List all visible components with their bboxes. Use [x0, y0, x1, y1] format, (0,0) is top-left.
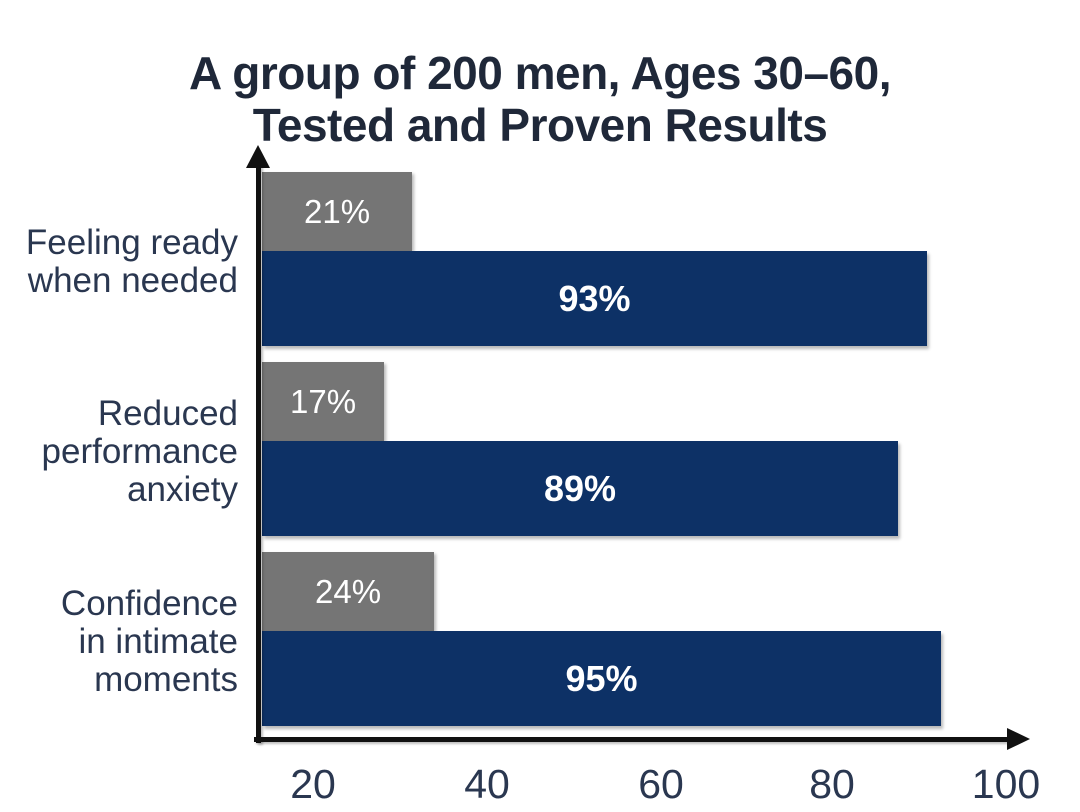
- chart-title-line-1: A group of 200 men, Ages 30–60,: [189, 46, 892, 99]
- category-label-performance-anxiety: Reduced performance anxiety: [41, 394, 238, 510]
- bar-value-label: 17%: [289, 382, 357, 420]
- bar-value-label: 95%: [565, 657, 638, 699]
- y-axis-line: [256, 160, 261, 743]
- bar-result-confidence: 95%: [262, 631, 941, 726]
- x-axis-line: [254, 737, 1010, 742]
- x-tick-100: 100: [971, 761, 1041, 807]
- bar-result-performance-anxiety: 89%: [262, 441, 898, 536]
- bar-baseline-performance-anxiety: 17%: [262, 362, 384, 441]
- x-tick-20: 20: [290, 761, 336, 807]
- bar-value-label: 21%: [303, 192, 371, 230]
- x-tick-60: 60: [638, 761, 684, 807]
- y-axis-arrowhead-icon: [246, 145, 270, 168]
- chart-title: A group of 200 men, Ages 30–60, Tested a…: [0, 47, 1080, 152]
- x-tick-40: 40: [464, 761, 510, 807]
- bar-baseline-confidence: 24%: [262, 552, 434, 631]
- chart-title-line-2: Tested and Proven Results: [252, 99, 828, 152]
- bar-value-label: 89%: [543, 467, 617, 509]
- x-axis-arrowhead-icon: [1007, 728, 1030, 750]
- bar-value-label: 24%: [314, 572, 382, 610]
- x-tick-80: 80: [809, 761, 855, 807]
- bar-value-label: 93%: [558, 277, 631, 319]
- bar-baseline-feeling-ready: 21%: [262, 172, 412, 251]
- chart-row-performance-anxiety: Reduced performance anxiety 17% 89%: [0, 362, 1080, 536]
- category-label-feeling-ready: Feeling ready when needed: [25, 223, 238, 301]
- chart-row-confidence: Confidence in intimate moments 24% 95%: [0, 552, 1080, 726]
- category-label-confidence: Confidence in intimate moments: [60, 584, 238, 700]
- chart-row-feeling-ready: Feeling ready when needed 21% 93%: [0, 172, 1080, 346]
- bar-result-feeling-ready: 93%: [262, 251, 927, 346]
